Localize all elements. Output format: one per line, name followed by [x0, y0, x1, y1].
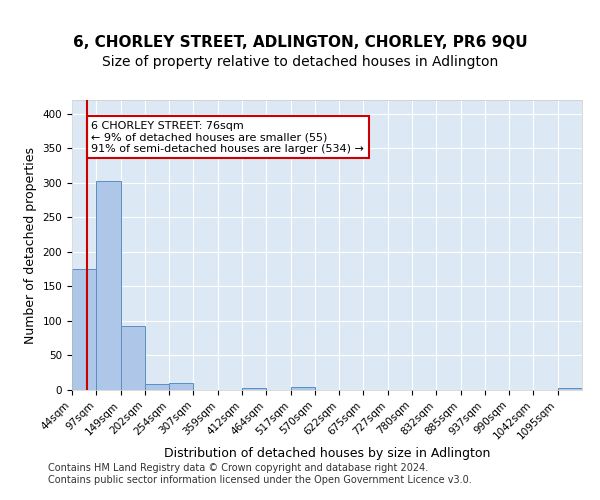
Text: 6 CHORLEY STREET: 76sqm
← 9% of detached houses are smaller (55)
91% of semi-det: 6 CHORLEY STREET: 76sqm ← 9% of detached… [91, 120, 364, 154]
Bar [290, 386, 315, 390]
Bar [242, 388, 266, 390]
Text: Contains HM Land Registry data © Crown copyright and database right 2024.
Contai: Contains HM Land Registry data © Crown c… [48, 464, 472, 485]
X-axis label: Distribution of detached houses by size in Adlington: Distribution of detached houses by size … [164, 446, 490, 460]
Bar [145, 384, 169, 390]
Text: 6, CHORLEY STREET, ADLINGTON, CHORLEY, PR6 9QU: 6, CHORLEY STREET, ADLINGTON, CHORLEY, P… [73, 35, 527, 50]
Bar [97, 181, 121, 390]
Bar [169, 383, 193, 390]
Y-axis label: Number of detached properties: Number of detached properties [24, 146, 37, 344]
Bar [557, 388, 582, 390]
Bar [121, 326, 145, 390]
Text: Size of property relative to detached houses in Adlington: Size of property relative to detached ho… [102, 55, 498, 69]
Bar [72, 269, 97, 390]
